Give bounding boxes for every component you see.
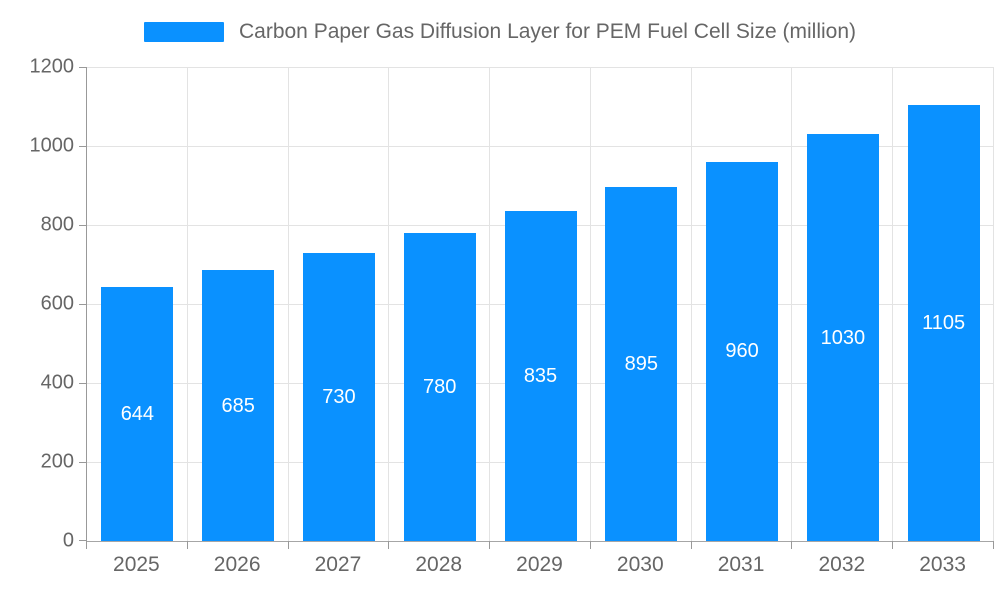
y-tick-label: 200	[40, 450, 74, 473]
y-axis-tick	[79, 462, 87, 463]
y-axis-tick	[79, 383, 87, 384]
v-gridline	[388, 67, 390, 541]
legend[interactable]: Carbon Paper Gas Diffusion Layer for PEM…	[0, 16, 1000, 48]
y-axis-tick	[79, 540, 87, 541]
bar-value-label: 1030	[820, 326, 866, 349]
x-tick-label: 2028	[415, 553, 463, 576]
x-tick-label: 2030	[616, 553, 664, 576]
bar[interactable]: 895	[605, 187, 678, 541]
x-tick-label: 2031	[717, 553, 765, 576]
x-tick-label: 2032	[818, 553, 866, 576]
x-axis-tick	[388, 541, 390, 549]
x-tick-label: 2033	[919, 553, 966, 576]
y-tick-label: 400	[40, 371, 74, 394]
x-axis-tick	[489, 541, 491, 549]
x-tick-label: 2027	[314, 553, 362, 576]
bar[interactable]: 644	[101, 286, 174, 541]
y-axis-tick	[79, 67, 87, 68]
x-tick-label: 2029	[516, 553, 563, 576]
h-gridline	[87, 146, 994, 147]
x-axis-tick	[690, 541, 692, 549]
bar[interactable]: 1105	[907, 104, 980, 541]
legend-label: Carbon Paper Gas Diffusion Layer for PEM…	[238, 20, 857, 43]
v-gridline	[690, 67, 692, 541]
y-axis-tick	[79, 146, 87, 147]
x-axis-tick	[892, 541, 894, 549]
x-axis-tick	[589, 541, 591, 549]
bar-value-label: 835	[523, 365, 558, 388]
bar[interactable]: 685	[202, 270, 275, 541]
x-axis-tick	[287, 541, 289, 549]
legend-swatch-icon	[143, 22, 224, 42]
v-gridline	[287, 67, 289, 541]
v-gridline	[791, 67, 793, 541]
y-axis-tick	[79, 304, 87, 305]
bar[interactable]: 960	[706, 161, 779, 541]
bar-value-label: 960	[725, 340, 759, 363]
x-tick-label: 2026	[213, 553, 261, 576]
y-tick-label: 800	[40, 213, 74, 236]
y-tick-label: 1200	[29, 55, 75, 78]
bar-value-label: 644	[120, 402, 155, 425]
y-axis-tick	[79, 225, 87, 226]
bar-value-label: 730	[322, 385, 356, 408]
x-axis-tick	[791, 541, 793, 549]
bar[interactable]: 835	[504, 211, 577, 541]
v-gridline	[993, 67, 994, 541]
v-gridline	[186, 67, 188, 541]
x-axis-tick	[993, 541, 994, 549]
bar-value-label: 685	[221, 394, 255, 417]
bar-value-label: 780	[423, 375, 457, 398]
bar-value-label: 895	[624, 353, 658, 376]
x-axis-tick	[186, 541, 188, 549]
x-tick-label: 2025	[113, 553, 160, 576]
plot-area: 644 685 730 780 835 895 960 1030 1105	[79, 67, 994, 549]
v-gridline	[892, 67, 894, 541]
bar[interactable]: 1030	[806, 134, 879, 541]
v-gridline	[489, 67, 491, 541]
bar[interactable]: 730	[302, 252, 375, 541]
y-tick-label: 600	[40, 292, 74, 315]
x-axis-tick	[86, 541, 87, 549]
h-gridline	[87, 67, 994, 68]
v-gridline	[589, 67, 591, 541]
y-tick-label: 1000	[29, 134, 75, 157]
bar[interactable]: 780	[403, 232, 476, 541]
y-tick-label: 0	[62, 529, 74, 552]
bar-value-label: 1105	[922, 311, 966, 334]
